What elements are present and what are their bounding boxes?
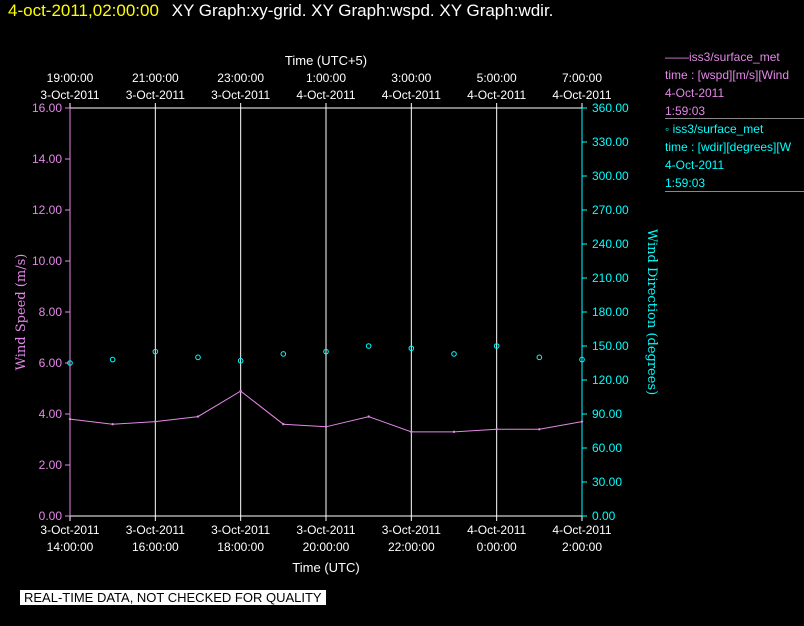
- wind-direction-point: [536, 354, 543, 361]
- legend-wspd-variable: time : [wspd][m/s][Wind: [665, 68, 790, 82]
- legend-wdir-source: ◦ iss3/surface_met: [665, 122, 764, 136]
- right-y-tick-label: 360.00: [592, 101, 629, 115]
- wind-direction-point: [237, 357, 244, 364]
- x-tick-label-time: 16:00:00: [132, 540, 179, 554]
- top-tick-label-date: 4-Oct-2011: [382, 88, 441, 102]
- legend-divider: [665, 118, 804, 119]
- graph-header: 4-oct-2011,02:00:00 XY Graph:xy-grid. XY…: [8, 1, 553, 21]
- wind-direction-point: [493, 343, 500, 349]
- wind-speed-point: [538, 428, 541, 431]
- wind-direction-point: [451, 351, 457, 357]
- top-tick-label-time: 3:00:00: [391, 71, 431, 85]
- right-y-tick-label: 210.00: [592, 271, 629, 285]
- x-tick-label-date: 3-Oct-2011: [296, 523, 355, 537]
- x-tick-label-time: 22:00:00: [388, 540, 435, 554]
- wind-direction-point: [195, 354, 201, 361]
- top-tick-label-time: 23:00:00: [217, 71, 264, 85]
- top-tick-label-time: 21:00:00: [132, 71, 179, 85]
- x-tick-label-date: 3-Oct-2011: [40, 523, 99, 537]
- top-tick-label-date: 4-Oct-2011: [467, 88, 526, 102]
- left-axis-label: Wind Speed (m/s): [14, 254, 29, 371]
- left-y-tick-label: 16.00: [32, 101, 62, 115]
- wind-speed-point: [111, 423, 114, 426]
- legend-wdir-variable: time : [wdir][degrees][W: [665, 140, 792, 154]
- x-tick-label-date: 3-Oct-2011: [211, 523, 270, 537]
- x-tick-label-time: 2:00:00: [562, 540, 602, 554]
- wind-speed-point: [68, 417, 72, 421]
- left-y-tick-label: 0.00: [39, 509, 63, 523]
- top-tick-label-time: 7:00:00: [562, 71, 602, 85]
- left-y-tick-label: 4.00: [39, 407, 63, 421]
- top-tick-label-date: 3-Oct-2011: [211, 88, 270, 102]
- right-y-tick-label: 180.00: [592, 305, 629, 319]
- right-y-tick-label: 150.00: [592, 339, 629, 353]
- wind-speed-point: [154, 420, 157, 423]
- top-tick-label-time: 5:00:00: [477, 71, 517, 85]
- left-y-tick-label: 6.00: [39, 356, 63, 370]
- top-tick-label-date: 3-Oct-2011: [126, 88, 185, 102]
- right-y-tick-label: 60.00: [592, 441, 622, 455]
- x-tick-label-time: 0:00:00: [477, 540, 517, 554]
- wind-speed-point: [324, 425, 328, 428]
- right-y-tick-label: 120.00: [592, 373, 629, 387]
- left-y-tick-label: 2.00: [39, 458, 63, 472]
- x-tick-label-time: 14:00:00: [47, 540, 94, 554]
- legend-wspd-time: 1:59:03: [665, 104, 706, 118]
- right-y-tick-label: 240.00: [592, 237, 629, 251]
- x-tick-label-date: 4-Oct-2011: [467, 523, 526, 537]
- legend-wind-speed: ——iss3/surface_met time : [wspd][m/s][Wi…: [665, 48, 804, 120]
- wind-direction-point: [323, 348, 329, 355]
- wind-direction-point: [152, 348, 159, 355]
- wind-speed-point: [196, 415, 200, 418]
- wind-direction-point: [280, 351, 287, 357]
- wind-direction-point: [109, 356, 116, 363]
- right-y-tick-label: 330.00: [592, 135, 629, 149]
- left-y-tick-label: 14.00: [32, 152, 62, 166]
- wind-direction-point: [365, 343, 372, 349]
- top-tick-label-time: 1:00:00: [306, 71, 346, 85]
- top-tick-label-date: 3-Oct-2011: [40, 88, 99, 102]
- right-y-tick-label: 300.00: [592, 169, 629, 183]
- x-axis-label: Time (UTC): [292, 560, 359, 575]
- wind-speed-point: [410, 430, 413, 434]
- x-tick-label-date: 4-Oct-2011: [552, 523, 611, 537]
- x-tick-label-time: 18:00:00: [217, 540, 264, 554]
- wind-speed-point: [239, 389, 242, 393]
- wind-direction-point: [408, 345, 415, 352]
- left-y-tick-label: 8.00: [39, 305, 63, 319]
- graph-timestamp: 4-oct-2011,02:00:00: [8, 1, 159, 20]
- legend-divider: [665, 191, 804, 192]
- wind-speed-point: [367, 415, 370, 418]
- x-axis-label-top: Time (UTC+5): [285, 53, 367, 68]
- wind-speed-point: [495, 428, 498, 431]
- top-tick-label-date: 4-Oct-2011: [296, 88, 355, 102]
- right-y-tick-label: 30.00: [592, 475, 622, 489]
- top-tick-label-date: 4-Oct-2011: [552, 88, 611, 102]
- x-tick-label-time: 20:00:00: [303, 540, 350, 554]
- legend-wind-direction: ◦ iss3/surface_met time : [wdir][degrees…: [665, 120, 804, 192]
- wind-speed-point: [452, 430, 456, 434]
- legend-wspd-source: ——iss3/surface_met: [665, 50, 780, 64]
- right-y-tick-label: 0.00: [592, 509, 616, 523]
- x-tick-label-date: 3-Oct-2011: [382, 523, 441, 537]
- left-y-tick-label: 12.00: [32, 203, 62, 217]
- legend-wdir-time: 1:59:03: [665, 176, 706, 190]
- right-y-tick-label: 270.00: [592, 203, 629, 217]
- left-y-tick-label: 10.00: [32, 254, 62, 268]
- right-y-tick-label: 90.00: [592, 407, 622, 421]
- right-axis-label: Wind Direction (degrees): [644, 229, 659, 395]
- wind-direction-point: [67, 360, 73, 366]
- graph-titles: XY Graph:xy-grid. XY Graph:wspd. XY Grap…: [171, 1, 554, 20]
- wind-direction-point: [579, 356, 585, 363]
- top-tick-label-time: 19:00:00: [47, 71, 94, 85]
- wind-speed-point: [282, 423, 285, 426]
- data-quality-notice: REAL-TIME DATA, NOT CHECKED FOR QUALITY: [20, 590, 326, 605]
- wind-speed-point: [580, 420, 584, 423]
- legend-wspd-date: 4-Oct-2011: [665, 86, 725, 100]
- x-tick-label-date: 3-Oct-2011: [126, 523, 185, 537]
- legend-wdir-date: 4-Oct-2011: [665, 158, 725, 172]
